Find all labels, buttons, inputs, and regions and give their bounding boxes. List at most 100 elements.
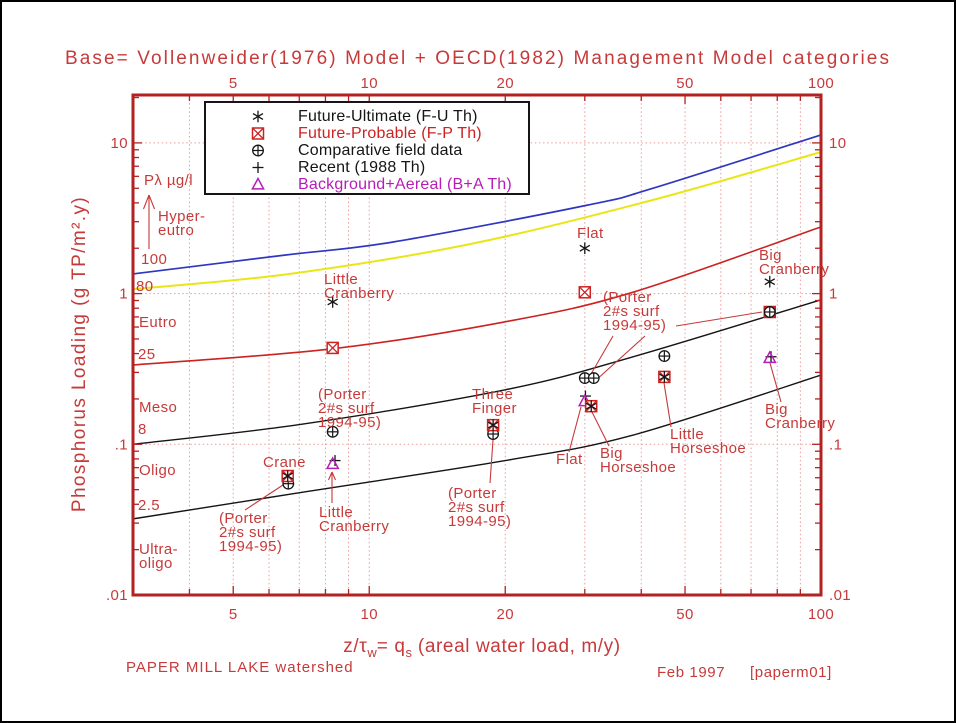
arrowhead [327, 471, 333, 481]
arrowhead [148, 194, 156, 210]
marker-fu-little-cranberry [327, 296, 339, 308]
annotation-line: 1994-95) [448, 513, 511, 530]
marker-stroke [579, 244, 591, 252]
annotation-line: 80 [136, 278, 154, 295]
annotation-line: 2#s surf [318, 400, 375, 417]
marker-ba-little-cranberry [325, 456, 340, 470]
marker-stroke [252, 127, 264, 140]
data-markers [281, 242, 777, 490]
x-tick-label-top: 10 [360, 75, 378, 92]
annotation-line: (Porter [219, 510, 268, 527]
marker-fp-flat [578, 286, 592, 299]
marker-triangle [762, 350, 777, 364]
marker-stroke [282, 472, 294, 480]
marker-fp-little-cranberry [326, 341, 339, 355]
legend-label: Comparative field data [298, 141, 463, 159]
marker-field-big-cranberry [763, 306, 776, 318]
x-tick-label-bottom: 10 [360, 606, 378, 623]
annotation-line: 2#s surf [219, 524, 276, 541]
annotation-line: Pλ µg/l [144, 172, 193, 189]
legend-label: Recent (1988 Th) [298, 158, 426, 176]
annotation-line: Cranberry [324, 285, 394, 302]
marker-stroke [252, 113, 264, 120]
watershed-caption: PAPER MILL LAKE watershed [126, 659, 354, 676]
annotation-line: 8 [138, 421, 147, 438]
leader-line [244, 484, 284, 511]
marker-fu-little-horseshoe [659, 371, 670, 383]
x-tick-label-bottom: 20 [496, 606, 514, 623]
y-tick-label-left: 1 [119, 286, 128, 303]
plus-icon [252, 162, 264, 173]
y-tick-label-left: .01 [106, 587, 128, 604]
category-curves [132, 134, 822, 520]
marker-stroke [764, 278, 776, 286]
legend-box: Future-Ultimate (F-U Th) Future-Probable… [204, 101, 530, 195]
marker-stroke [327, 298, 339, 306]
marker-stroke [585, 402, 597, 410]
annotation-line: (Porter [448, 485, 497, 502]
curve-80-ug-l-boundary [132, 151, 822, 291]
marker-field-little-cranberry [326, 425, 339, 438]
curve-2-5-ug-l-boundary [132, 374, 822, 520]
legend-label: Future-Ultimate (F-U Th) [298, 107, 478, 125]
annotation-line: 25 [138, 346, 156, 363]
leader-line [663, 382, 672, 428]
curve-100-ug-l-boundary [132, 134, 822, 275]
annotation-line: Cranberry [765, 415, 835, 432]
marker-stroke [659, 373, 670, 381]
marker-stroke [326, 341, 339, 354]
legend-item-background-aereal: Background+Aereal (B+A Th) [206, 176, 528, 193]
annotation-line: Little [670, 426, 704, 443]
annotation-line: Eutro [139, 314, 177, 331]
x-axis-title-sub: s [405, 644, 413, 660]
annotation-line: Oligo [139, 462, 176, 479]
axes-frame [131, 93, 823, 597]
leader-line [769, 362, 782, 403]
annotation-line: Big [759, 247, 782, 264]
tick-labels: 5 5 10 10 20 20 50 50 100 100 10 10 1 1 .1 .1 .01 .01 [106, 75, 851, 623]
annotation-line: oligo [139, 555, 173, 572]
annotation-line: Meso [139, 399, 177, 416]
marker-fu-flat [579, 242, 591, 255]
marker-fu-three-finger [487, 419, 499, 431]
annotation-line: Cranberry [319, 518, 389, 535]
asterisk-icon [252, 110, 264, 123]
annotation-line: (Porter [603, 289, 652, 306]
marker-fu-big-horseshoe [585, 400, 597, 412]
legend-label: Future-Probable (F-P Th) [298, 124, 482, 142]
y-tick-label-right: 1 [829, 286, 838, 303]
leader-line [489, 439, 494, 484]
x-axis-title-part: (areal water load, m/y) [412, 636, 621, 657]
annotation-line: Crane [263, 454, 306, 471]
annotation-line: Flat [556, 451, 583, 468]
annotation-line: Three [472, 386, 513, 403]
curve-25-ug-l-boundary [132, 226, 822, 366]
y-tick-label-right: 10 [829, 135, 847, 152]
marker-stroke [487, 421, 499, 429]
plot-frame [131, 93, 823, 597]
annotation-line: 1994-95) [603, 317, 666, 334]
y-tick-label-right: .1 [829, 436, 842, 453]
annotation-line: Big [600, 445, 623, 462]
annotation-line: Ultra- [139, 541, 178, 558]
annotation-line: 2#s surf [603, 303, 660, 320]
annotation-line: Cranberry [759, 261, 829, 278]
y-tick-label-left: 10 [111, 135, 129, 152]
annotation-line: 2.5 [138, 497, 160, 514]
annotation-line: Horseshoe [670, 440, 746, 457]
annotation-line: Big [765, 401, 788, 418]
marker-triangle [325, 456, 340, 470]
marker-fu-big-cranberry [764, 275, 776, 288]
arrowhead [142, 194, 150, 210]
leader-line [591, 411, 610, 447]
x-tick-label-top: 5 [229, 75, 238, 92]
x-axis-title: z/τw= qs (areal water load, m/y) [343, 636, 620, 660]
y-tick-label-right: .01 [829, 587, 851, 604]
leader-line [594, 335, 646, 382]
annotation-line: Little [324, 271, 358, 288]
marker-stroke [578, 286, 591, 299]
x-tick-label-bottom: 5 [229, 606, 238, 623]
